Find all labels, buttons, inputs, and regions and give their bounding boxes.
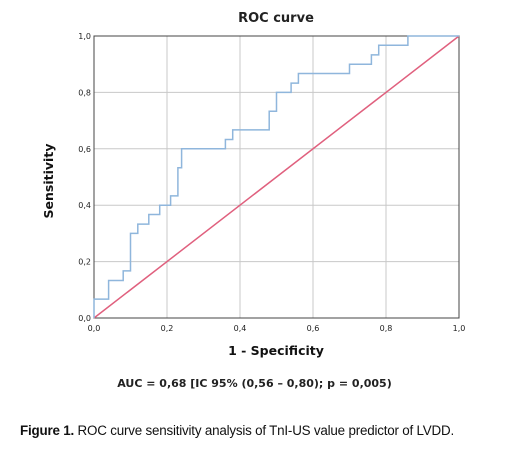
y-tick-label: 0,8	[78, 88, 91, 97]
y-tick-label: 0,4	[78, 201, 91, 210]
x-tick-label: 0,8	[380, 324, 393, 333]
roc-curve-line	[93, 35, 459, 318]
series-layer	[93, 35, 460, 319]
y-tick-label: 0,0	[78, 314, 91, 323]
grid	[94, 36, 459, 318]
x-tick-label: 0,4	[234, 324, 247, 333]
chart-title: ROC curve	[238, 11, 314, 26]
x-tick-label: 1,0	[453, 324, 466, 333]
caption-text: ROC curve sensitivity analysis of TnI-US…	[74, 423, 455, 438]
auc-annotation: AUC = 0,68 [IC 95% (0,56 – 0,80); p = 0,…	[117, 377, 392, 390]
x-tick-label: 0,2	[161, 324, 174, 333]
tick-labels: 0,0 0,2 0,4 0,6 0,8 1,0 0,0 0,2 0,4 0,6 0,8 1,0	[78, 32, 465, 333]
figure-caption: Figure 1. ROC curve sensitivity analysis…	[20, 423, 500, 438]
x-tick-label: 0,0	[88, 324, 101, 333]
x-tick-label: 0,6	[307, 324, 320, 333]
reference-diagonal-line	[93, 35, 460, 319]
y-axis-label: Sensitivity	[41, 144, 56, 219]
y-tick-label: 0,6	[78, 145, 91, 154]
y-tick-label: 1,0	[78, 32, 91, 41]
caption-label: Figure 1.	[20, 423, 75, 438]
plot-frame	[93, 35, 460, 319]
x-axis-label: 1 - Specificity	[228, 343, 324, 358]
y-tick-label: 0,2	[78, 258, 91, 267]
